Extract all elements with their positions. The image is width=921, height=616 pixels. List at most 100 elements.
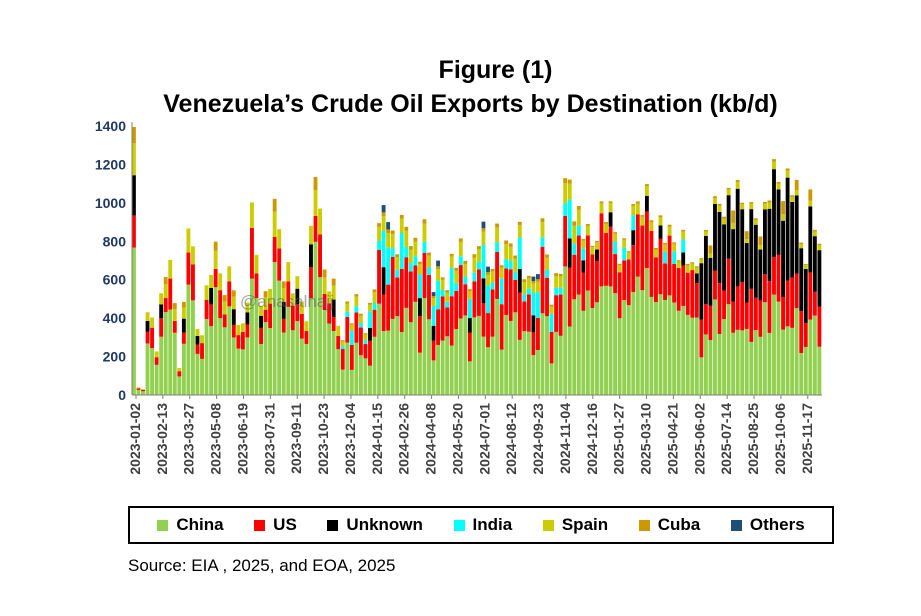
- bar-segment-china: [313, 241, 318, 395]
- bar-segment-china: [640, 290, 645, 395]
- bar-segment-china: [585, 290, 590, 395]
- bar-segment-spain: [794, 190, 799, 196]
- bar-segment-china: [150, 348, 155, 395]
- bar-segment-us: [322, 293, 327, 311]
- bar-segment-china: [154, 364, 159, 395]
- legend-item-others: Others: [730, 515, 805, 535]
- y-tick-label: 600: [103, 272, 127, 288]
- bar-segment-spain: [390, 233, 395, 249]
- chart-svg: 0 200 400 600 800 1000 1200 1400 2023-01-02 2023-…: [95, 118, 822, 475]
- bar-segment-us: [481, 303, 486, 337]
- bar-segment-cuba: [263, 291, 268, 298]
- bar-segment-us: [354, 312, 359, 343]
- bar-segment-us: [163, 298, 168, 313]
- bar-segment-cuba: [812, 229, 817, 232]
- bar-segment-us: [622, 260, 627, 301]
- bar-segment-cuba: [762, 201, 767, 204]
- bar-segment-spain: [731, 222, 736, 230]
- bar-segment-china: [703, 334, 708, 395]
- bar-segment-china: [581, 310, 586, 395]
- bar-segment-spain: [626, 252, 631, 260]
- bar-segment-india: [427, 267, 431, 275]
- bar-segment-unknown: [772, 169, 776, 257]
- bar-segment-us: [340, 349, 345, 370]
- bar-segment-spain: [545, 257, 549, 270]
- bar-segment-india: [390, 248, 395, 257]
- bar-segment-china: [799, 353, 804, 395]
- bar-segment-us: [667, 235, 672, 296]
- bar-segment-spain: [445, 292, 450, 302]
- x-tick-label: 2024-04-08: [423, 403, 439, 475]
- bar-segment-us: [708, 305, 713, 341]
- bar-segment-spain: [417, 264, 422, 274]
- bar-segment-spain: [386, 233, 391, 248]
- y-tick-label: 400: [103, 310, 127, 326]
- bar-segment-cuba: [390, 230, 395, 234]
- bar-segment-india: [381, 230, 386, 268]
- bar-segment-cuba: [699, 258, 704, 260]
- bar-segment-china: [690, 317, 695, 395]
- bar-segment-others: [436, 260, 440, 267]
- bar-segment-spain: [817, 245, 822, 251]
- bar-segment-cuba: [431, 296, 436, 299]
- bar-segment-us: [209, 304, 214, 327]
- bar-segment-spain: [281, 288, 286, 302]
- bar-segment-china: [436, 344, 440, 395]
- bar-segment-cuba: [576, 205, 581, 210]
- bar-segment-china: [377, 303, 381, 395]
- bar-segment-china: [372, 336, 377, 395]
- bar-segment-us: [218, 290, 223, 319]
- bar-segment-spain: [758, 245, 763, 250]
- bar-segment-china: [236, 348, 241, 395]
- bar-segment-spain: [790, 196, 795, 202]
- bar-segment-china: [254, 297, 259, 395]
- bar-segment-us: [200, 343, 204, 359]
- bar-segment-us: [204, 299, 209, 320]
- bar-segment-china: [762, 302, 767, 395]
- bar-segment-cuba: [717, 203, 722, 206]
- bar-segment-spain: [368, 304, 372, 312]
- bar-segment-others: [531, 276, 536, 282]
- x-tick-label: 2024-02-26: [396, 403, 412, 475]
- bar-segment-spain: [318, 208, 322, 235]
- bar-segment-cuba: [536, 279, 540, 282]
- bar-segment-india: [399, 232, 404, 269]
- bar-segment-spain: [490, 271, 495, 283]
- bar-segment-india: [567, 199, 572, 239]
- bar-segment-unknown: [245, 312, 250, 325]
- bar-segment-cuba: [386, 229, 391, 234]
- bar-segment-china: [159, 336, 164, 395]
- bar-segment-spain: [331, 285, 336, 300]
- bar-segment-china: [531, 355, 536, 395]
- bar-segment-india: [540, 237, 545, 247]
- bar-segment-spain: [458, 241, 463, 257]
- bar-segment-spain: [327, 291, 332, 304]
- bar-segment-india: [663, 251, 667, 264]
- bar-segment-us: [812, 291, 817, 316]
- bar-segment-india: [472, 272, 477, 282]
- bar-segment-china: [186, 284, 191, 395]
- bar-segment-us: [250, 227, 254, 279]
- bar-segment-spain: [381, 216, 386, 231]
- bar-segment-china: [635, 276, 640, 395]
- bar-segment-cuba: [599, 201, 604, 204]
- bar-segment-spain: [358, 315, 363, 323]
- bar-segment-us: [427, 274, 431, 320]
- bar-segment-spain: [694, 267, 699, 274]
- bar-segment-spain: [272, 211, 277, 237]
- bar-segment-cuba: [422, 219, 427, 224]
- bar-segment-spain: [141, 389, 145, 390]
- bar-segment-china: [663, 299, 667, 395]
- bar-segment-unknown: [481, 278, 486, 304]
- bar-segment-india: [490, 282, 495, 290]
- bar-segment-us: [399, 268, 404, 332]
- bar-segment-unknown: [209, 288, 214, 305]
- bar-segment-us: [554, 295, 559, 332]
- bar-segment-spain: [753, 219, 758, 225]
- bar-segment-china: [318, 277, 322, 395]
- bar-segment-cuba: [554, 273, 559, 277]
- bar-segment-china: [349, 369, 354, 395]
- bar-segment-unknown: [567, 238, 572, 268]
- bar-segment-china: [481, 336, 486, 395]
- x-tick-label: 2024-05-20: [449, 403, 465, 475]
